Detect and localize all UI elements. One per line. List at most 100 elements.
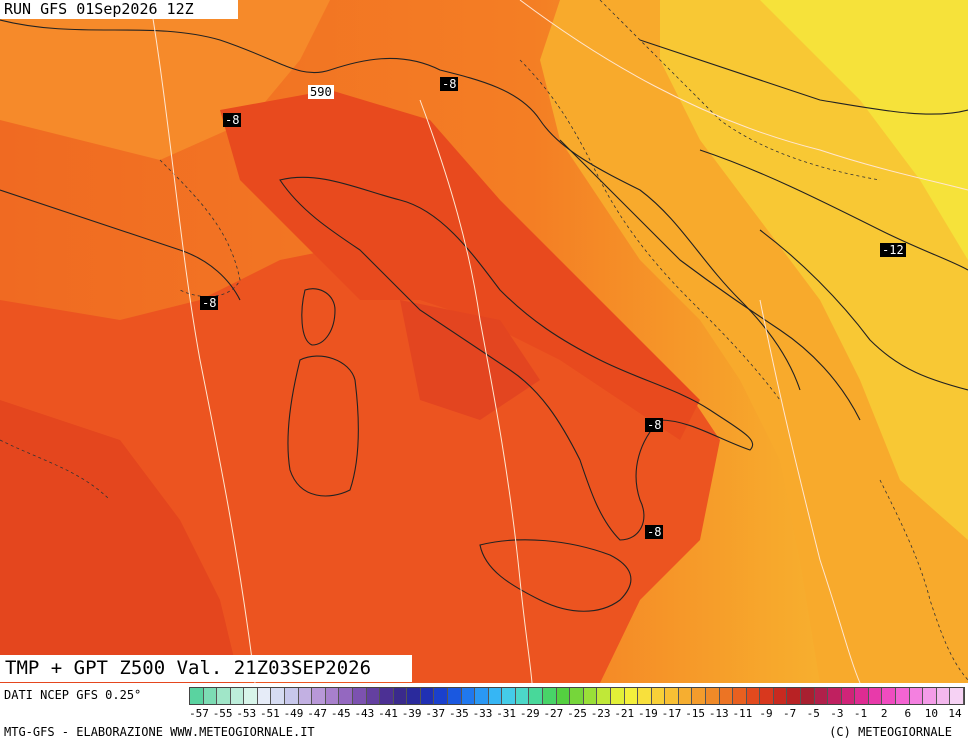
run-title: RUN GFS 01Sep2026 12Z: [0, 0, 238, 19]
legend-tick-label: -47: [307, 707, 328, 720]
legend-swatch: [855, 688, 869, 704]
legend-swatch: [352, 688, 367, 704]
temperature-label: -8: [223, 113, 242, 127]
legend-tick-label: -45: [330, 707, 351, 720]
legend-tick-label: -49: [283, 707, 304, 720]
legend-tick-label: -37: [425, 707, 446, 720]
legend-tick-label: -7: [783, 707, 797, 720]
legend-swatch: [407, 688, 421, 704]
legend-tick-label: -21: [614, 707, 635, 720]
legend-swatch: [801, 688, 815, 704]
legend-tick-label: -19: [637, 707, 658, 720]
legend-tick-label: -55: [212, 707, 233, 720]
legend-tick-label: -23: [590, 707, 611, 720]
legend-tick-label: 14: [948, 707, 962, 720]
geopotential-isolines: [149, 0, 968, 683]
legend-swatch: [257, 688, 272, 704]
legend-tick-label: -39: [401, 707, 422, 720]
legend-tick-label: -51: [259, 707, 280, 720]
legend-tick-label: -29: [519, 707, 540, 720]
legend-swatch: [909, 688, 924, 704]
legend-tick-label: 10: [924, 707, 938, 720]
geopotential-label-590: 590: [308, 85, 334, 99]
legend-swatch: [325, 688, 340, 704]
field-tyrrhenian: [400, 300, 540, 420]
legend-swatch: [217, 688, 231, 704]
legend-swatch: [638, 688, 652, 704]
legend-swatch: [624, 688, 639, 704]
legend-swatch: [597, 688, 611, 704]
legend-swatch: [461, 688, 476, 704]
legend-swatch: [896, 688, 910, 704]
legend-tick-label: -43: [354, 707, 375, 720]
legend-tick-label: 6: [904, 707, 912, 720]
legend-tick-label: -5: [806, 707, 820, 720]
coastlines: [0, 19, 968, 612]
temperature-map: RUN GFS 01Sep2026 12Z 590 -8 -8 -8 -8 -8…: [0, 0, 968, 683]
legend-swatch: [543, 688, 557, 704]
legend-swatch: [366, 688, 381, 704]
legend-swatch: [529, 688, 544, 704]
legend-tick-label: -1: [853, 707, 868, 720]
legend-swatch: [882, 688, 897, 704]
legend-swatch: [665, 688, 679, 704]
legend-tick-label: -9: [759, 707, 773, 720]
field-southwest: [0, 400, 240, 683]
data-source-credit: DATI NCEP GFS 0.25°: [4, 688, 142, 702]
legend-tick-label: -41: [378, 707, 398, 720]
validity-title: TMP + GPT Z500 Val. 21Z03SEP2026: [0, 655, 412, 682]
legend-swatch: [434, 688, 448, 704]
legend-swatch: [746, 688, 761, 704]
legend-swatch: [230, 688, 245, 704]
copyright-credit: (C) METEOGIORNALE: [829, 725, 952, 739]
legend-swatch: [502, 688, 516, 704]
legend-swatch: [285, 688, 299, 704]
legend-tick-label: -25: [567, 707, 587, 720]
legend-tick-label: 2: [880, 707, 888, 720]
legend-swatch: [312, 688, 326, 704]
temperature-label: -8: [645, 418, 664, 432]
legend-swatch: [936, 688, 951, 704]
color-legend-ticks: -57 -55 -53 -51 -49 -47 -45 -43 -41 -39 -37 -35 -33-…: [189, 707, 965, 721]
temperature-label: -8: [440, 77, 459, 91]
legend-swatch: [787, 688, 802, 704]
legend-tick-label: -57: [189, 707, 209, 720]
legend-swatch: [610, 688, 625, 704]
legend-swatch: [190, 688, 204, 704]
legend-swatch: [488, 688, 503, 704]
temperature-label: -8: [200, 296, 219, 310]
legend-swatch: [447, 688, 462, 704]
field-italy-core: [220, 90, 700, 440]
legend-swatch: [828, 688, 842, 704]
field-northeast: [760, 0, 968, 260]
legend-swatch: [393, 688, 408, 704]
legend-tick-label: -35: [448, 707, 469, 720]
producer-credit: MTG-GFS - ELABORAZIONE WWW.METEOGIORNALE…: [4, 725, 315, 739]
legend-swatch: [420, 688, 435, 704]
legend-swatch: [583, 688, 598, 704]
legend-swatch: [950, 688, 964, 704]
legend-tick-label: -13: [708, 707, 729, 720]
legend-tick-label: -11: [732, 707, 753, 720]
temperature-label: -8: [645, 525, 664, 539]
legend-swatch: [923, 688, 937, 704]
legend-swatch: [773, 688, 788, 704]
legend-swatch: [570, 688, 584, 704]
legend-swatch: [475, 688, 489, 704]
legend-swatch: [271, 688, 286, 704]
legend-swatch: [515, 688, 530, 704]
legend-tick-label: -27: [543, 707, 564, 720]
legend-swatch: [678, 688, 693, 704]
legend-swatch: [868, 688, 883, 704]
color-legend-bar: [189, 687, 965, 705]
legend-swatch: [719, 688, 734, 704]
map-canvas: [0, 0, 968, 683]
legend-swatch: [203, 688, 218, 704]
legend-swatch: [556, 688, 571, 704]
legend-tick-label: -53: [236, 707, 257, 720]
legend-swatch: [298, 688, 313, 704]
legend-swatch: [705, 688, 720, 704]
legend-tick-label: -15: [685, 707, 706, 720]
legend-swatch: [733, 688, 747, 704]
legend-swatch: [841, 688, 856, 704]
